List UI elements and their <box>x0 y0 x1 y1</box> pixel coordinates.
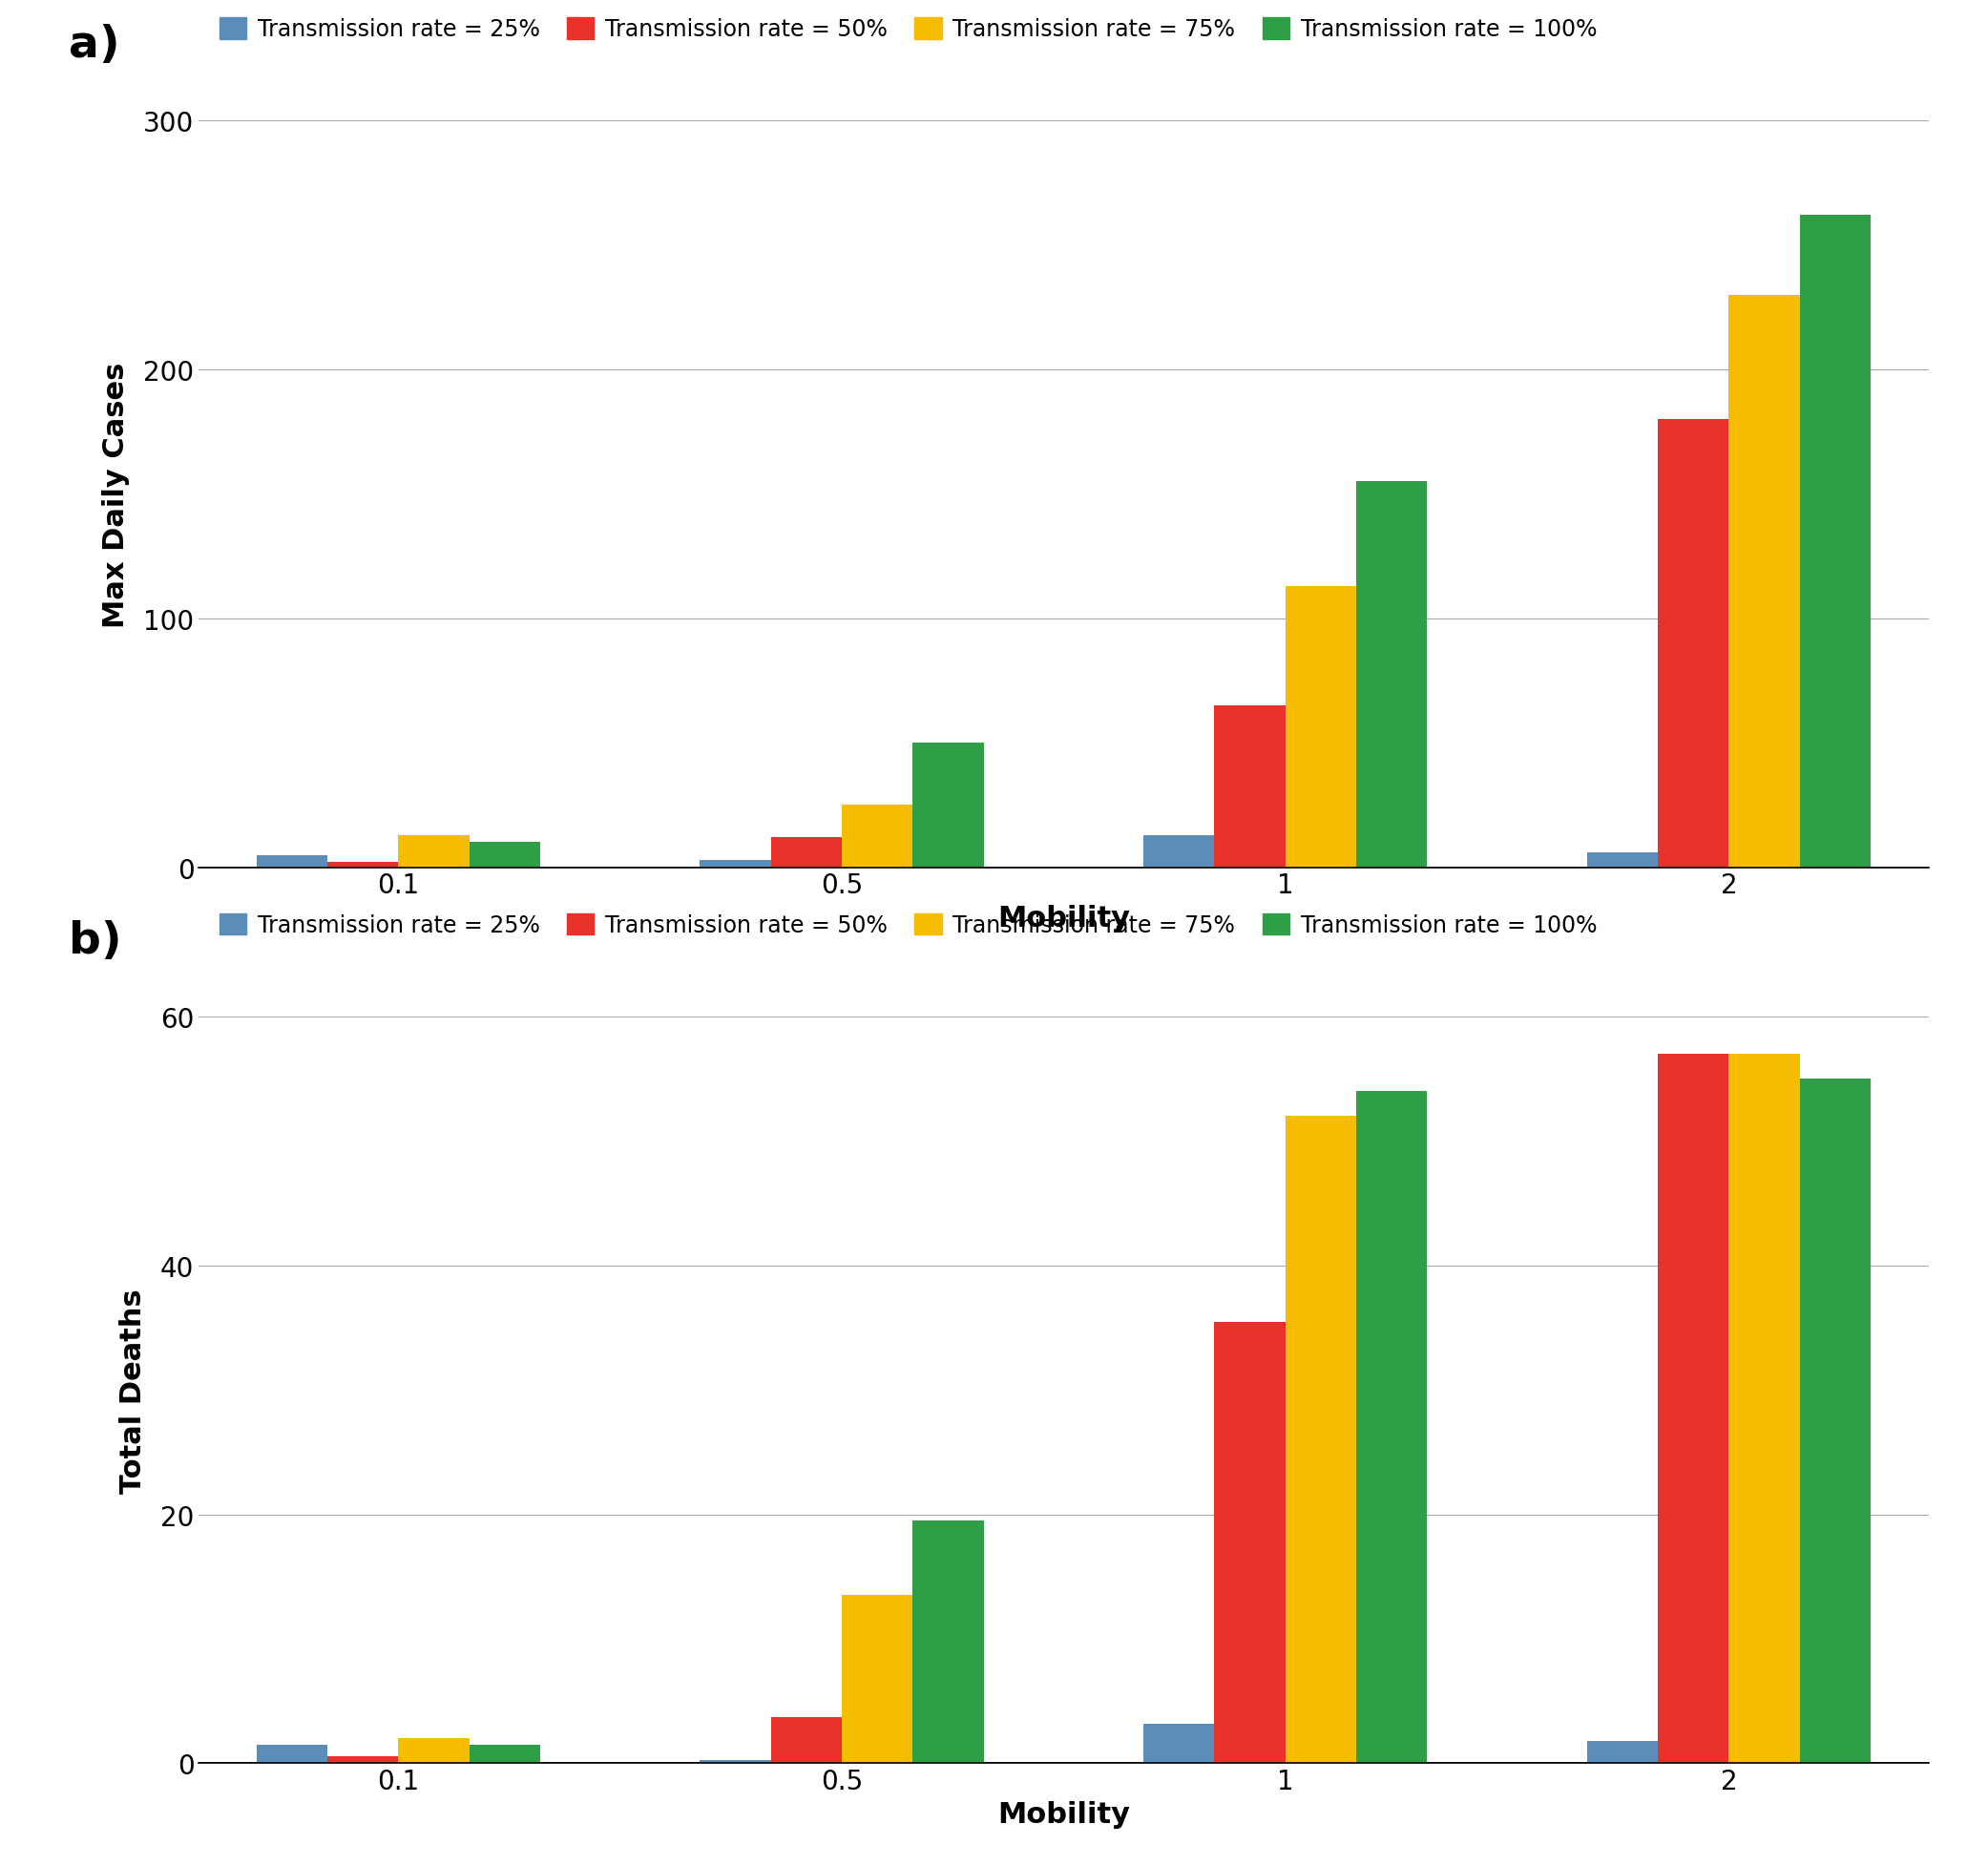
Bar <box>1799 1079 1871 1763</box>
Bar <box>398 1739 469 1763</box>
Bar <box>256 1745 328 1763</box>
Bar <box>841 806 912 868</box>
Bar <box>1286 1116 1356 1763</box>
Bar <box>1215 1321 1286 1763</box>
Bar <box>469 843 541 868</box>
Bar <box>1730 295 1799 868</box>
Bar <box>771 838 841 868</box>
Y-axis label: Total Deaths: Total Deaths <box>119 1288 147 1493</box>
Bar <box>328 862 398 868</box>
Bar <box>1658 420 1730 868</box>
Bar <box>912 743 984 868</box>
Bar <box>1658 1054 1730 1763</box>
Text: b): b) <box>70 920 121 963</box>
Bar <box>1143 1724 1215 1763</box>
X-axis label: Mobility: Mobility <box>998 905 1129 931</box>
Bar <box>1586 853 1658 868</box>
Bar <box>912 1521 984 1763</box>
Legend: Transmission rate = 25%, Transmission rate = 50%, Transmission rate = 75%, Trans: Transmission rate = 25%, Transmission ra… <box>211 9 1606 50</box>
Bar <box>469 1745 541 1763</box>
Y-axis label: Max Daily Cases: Max Daily Cases <box>103 362 129 627</box>
X-axis label: Mobility: Mobility <box>998 1801 1129 1827</box>
Legend: Transmission rate = 25%, Transmission rate = 50%, Transmission rate = 75%, Trans: Transmission rate = 25%, Transmission ra… <box>211 905 1606 946</box>
Bar <box>1143 836 1215 868</box>
Bar <box>1799 216 1871 868</box>
Bar <box>256 855 328 868</box>
Bar <box>841 1595 912 1763</box>
Bar <box>328 1756 398 1763</box>
Bar <box>1286 586 1356 868</box>
Text: a): a) <box>70 24 119 67</box>
Bar <box>1586 1741 1658 1763</box>
Bar <box>700 1760 771 1763</box>
Bar <box>1356 481 1427 868</box>
Bar <box>1215 705 1286 868</box>
Bar <box>771 1717 841 1763</box>
Bar <box>700 860 771 868</box>
Bar <box>398 836 469 868</box>
Bar <box>1356 1092 1427 1763</box>
Bar <box>1730 1054 1799 1763</box>
